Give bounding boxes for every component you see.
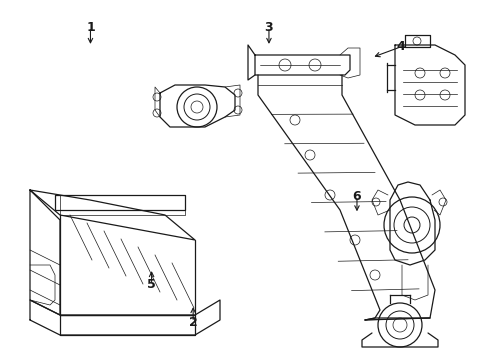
Text: 5: 5	[147, 278, 156, 291]
Text: 2: 2	[188, 316, 197, 329]
Text: 4: 4	[396, 40, 405, 53]
Text: 1: 1	[86, 21, 95, 33]
Text: 6: 6	[352, 190, 361, 203]
Text: 3: 3	[264, 21, 273, 33]
